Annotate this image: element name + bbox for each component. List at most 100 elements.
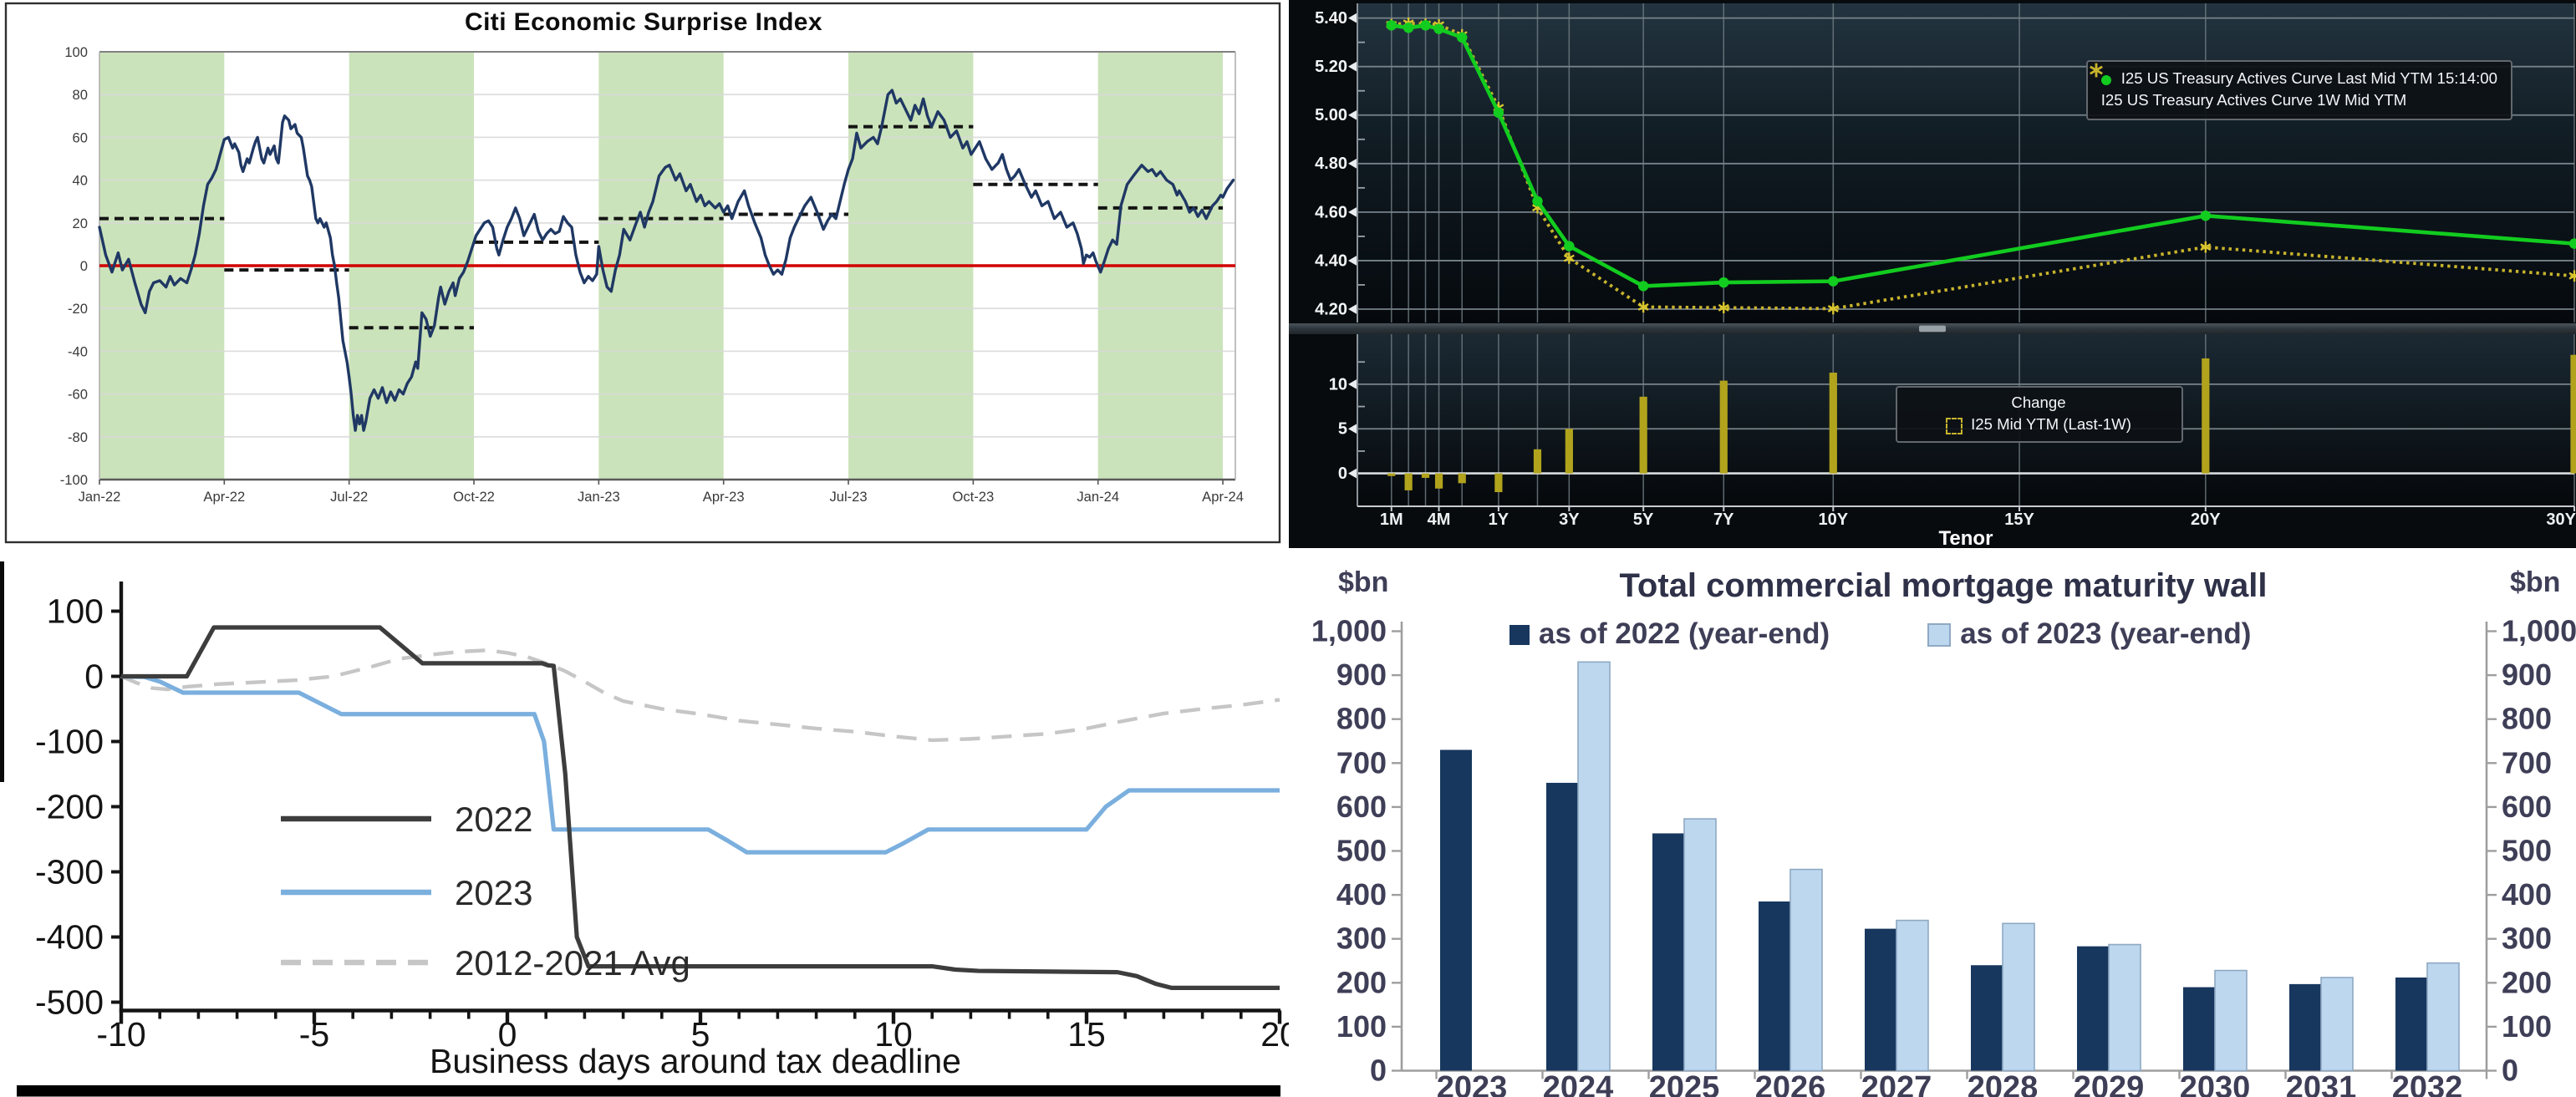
svg-text:20: 20 xyxy=(1260,1016,1288,1054)
divider-handle xyxy=(1918,325,1945,333)
svg-text:0: 0 xyxy=(1369,1054,1386,1088)
legend-last-label: I25 US Treasury Actives Curve Last Mid Y… xyxy=(2120,70,2497,87)
svg-text:200: 200 xyxy=(2501,966,2551,1000)
change-legend[interactable]: Change I25 Mid YTM (Last-1W) xyxy=(1895,386,2182,443)
svg-text:700: 700 xyxy=(1336,746,1386,780)
svg-text:-300: -300 xyxy=(35,853,104,891)
y-axis-unit-left: $bn xyxy=(1338,566,1389,599)
svg-text:10Y: 10Y xyxy=(1817,510,1847,529)
bar-2022-2032 xyxy=(2395,978,2426,1071)
svg-text:2032: 2032 xyxy=(2391,1071,2462,1097)
svg-text:5: 5 xyxy=(691,1016,710,1054)
svg-text:600: 600 xyxy=(2501,790,2551,824)
bar-2022-2023 xyxy=(1439,750,1471,1071)
x-axis-title-tax: Business days around tax deadline xyxy=(430,1043,961,1082)
change-bar xyxy=(1433,473,1443,489)
svg-text:2026: 2026 xyxy=(1754,1071,1825,1097)
bar-2022-2027 xyxy=(1864,929,1896,1071)
bar-2023-2025 xyxy=(1683,818,1716,1072)
svg-text:5.40: 5.40 xyxy=(1314,9,1347,28)
change-bar xyxy=(1638,396,1647,474)
bar-2022-2025 xyxy=(1652,833,1683,1071)
svg-text:4.40: 4.40 xyxy=(1314,251,1347,270)
tax-series-2022 xyxy=(121,625,1280,991)
svg-text:7Y: 7Y xyxy=(1713,510,1733,529)
x-axis-title-tenor: Tenor xyxy=(1938,527,1993,549)
chart-citi-economic-surprise: 100 80 60 40 20 0 -20 -40 -60 -80 -100 Jan-22 Apr-22… xyxy=(0,0,1288,549)
change-legend-row[interactable]: I25 Mid YTM (Last-1W) xyxy=(1907,414,2171,436)
legend-swatch-2022 xyxy=(1509,624,1529,645)
legend-label-2022: as of 2022 (year-end) xyxy=(1539,617,1830,651)
svg-text:-500: -500 xyxy=(35,983,104,1022)
change-bar xyxy=(1828,373,1836,474)
change-bar xyxy=(1494,473,1502,493)
svg-text:80: 80 xyxy=(73,87,88,103)
tax-series-2012-2021-avg xyxy=(120,648,1280,743)
svg-text:600: 600 xyxy=(1336,790,1386,824)
legend-label: 2022 xyxy=(455,800,532,840)
svg-text:0: 0 xyxy=(498,1016,517,1054)
curve-legend[interactable]: I25 US Treasury Actives Curve Last Mid Y… xyxy=(2085,60,2512,120)
svg-text:10: 10 xyxy=(874,1016,913,1054)
svg-text:15: 15 xyxy=(1067,1016,1106,1054)
bottom-bar xyxy=(17,1085,1280,1097)
svg-text:0: 0 xyxy=(1337,465,1347,483)
bar-2023-2028 xyxy=(2001,922,2034,1072)
svg-text:Apr-22: Apr-22 xyxy=(203,489,245,505)
svg-text:Oct-23: Oct-23 xyxy=(952,489,994,505)
change-bar xyxy=(1718,380,1727,474)
svg-text:60: 60 xyxy=(73,130,88,145)
change-legend-label: I25 Mid YTM (Last-1W) xyxy=(1971,416,2131,433)
legend-label: 2012-2021 Avg xyxy=(455,944,690,983)
svg-text:-100: -100 xyxy=(35,723,104,761)
chart-title-mortgage: Total commercial mortgage maturity wall xyxy=(1619,568,2268,606)
yellow-asterisk-icon xyxy=(2089,63,2103,78)
legend-row-last[interactable]: I25 US Treasury Actives Curve Last Mid Y… xyxy=(2100,69,2497,90)
change-bar xyxy=(1403,473,1412,490)
bar-2023-2024 xyxy=(1576,662,1610,1072)
bar-2022-2030 xyxy=(2182,988,2214,1071)
svg-text:2031: 2031 xyxy=(2285,1071,2356,1097)
svg-text:2023: 2023 xyxy=(1436,1071,1507,1097)
bar-2022-2031 xyxy=(2288,984,2320,1071)
svg-text:Apr-23: Apr-23 xyxy=(703,489,745,505)
svg-text:4.20: 4.20 xyxy=(1314,300,1347,318)
svg-text:5: 5 xyxy=(1337,420,1347,439)
bar-2023-2026 xyxy=(1789,869,1822,1072)
svg-text:400: 400 xyxy=(1336,878,1386,912)
chart-tax-deadline: 100 0 -100 -200 -300 -400 -500-10 -5 0 5 10 15 20 202… xyxy=(0,548,1288,1097)
svg-text:800: 800 xyxy=(2501,702,2551,736)
svg-text:700: 700 xyxy=(2501,746,2551,780)
legend-label-2023: as of 2023 (year-end) xyxy=(1960,617,2252,651)
svg-text:300: 300 xyxy=(2501,922,2551,956)
bar-2022-2026 xyxy=(1758,901,1789,1071)
svg-text:4M: 4M xyxy=(1427,510,1450,529)
svg-text:500: 500 xyxy=(2501,834,2551,868)
bar-2022-2024 xyxy=(1545,783,1577,1071)
svg-text:Oct-22: Oct-22 xyxy=(453,489,495,505)
svg-text:2029: 2029 xyxy=(2073,1071,2144,1097)
change-bar xyxy=(1457,473,1465,484)
svg-text:-200: -200 xyxy=(35,788,104,826)
svg-text:4.80: 4.80 xyxy=(1314,155,1347,173)
legend-row-week[interactable]: I25 US Treasury Actives Curve 1W Mid YTM xyxy=(2089,63,2497,112)
svg-text:100: 100 xyxy=(47,592,104,631)
tax-deadline-plot: 100 0 -100 -200 -300 -400 -500-10 -5 0 5 10 15 20 202… xyxy=(0,561,1288,1097)
svg-text:500: 500 xyxy=(1336,834,1386,868)
tax-series-2023 xyxy=(120,674,1280,856)
legend-swatch-2023 xyxy=(1927,622,1951,647)
svg-text:2024: 2024 xyxy=(1542,1071,1613,1097)
svg-text:2028: 2028 xyxy=(1967,1071,2038,1097)
bar-2023-2030 xyxy=(2213,970,2247,1072)
svg-text:200: 200 xyxy=(1336,966,1386,1000)
svg-text:40: 40 xyxy=(73,173,88,189)
chart-mortgage-wall: 0 0 100 100 200 200 300 300 400 400 500 500 600 600 70… xyxy=(1288,548,2576,1097)
svg-text:Jan-23: Jan-23 xyxy=(578,489,620,505)
legend-week-label: I25 US Treasury Actives Curve 1W Mid YTM xyxy=(2100,92,2407,109)
svg-text:Jan-24: Jan-24 xyxy=(1077,489,1119,505)
change-bar xyxy=(1564,429,1572,474)
svg-text:30Y: 30Y xyxy=(2545,510,2575,529)
svg-text:-400: -400 xyxy=(35,918,104,957)
change-bar xyxy=(1532,449,1541,474)
